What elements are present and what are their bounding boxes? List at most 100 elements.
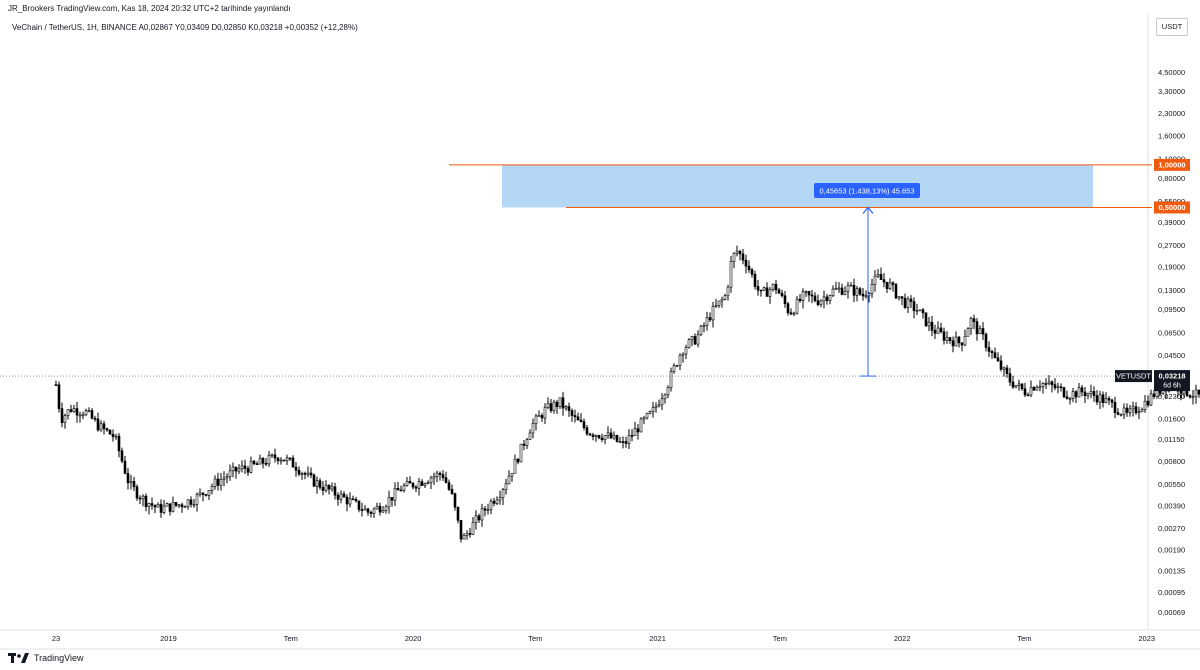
y-tick-label: 0,00095	[1158, 588, 1185, 597]
candle-body	[816, 300, 820, 306]
candle-body	[810, 294, 814, 297]
candle-body	[228, 470, 232, 477]
price-tags-layer: 1,00000 0,50000 0,03218 6d 6h VETUSDT	[1115, 158, 1190, 392]
candle-body	[699, 325, 703, 336]
candle-body	[639, 418, 643, 433]
candle-body	[549, 403, 553, 411]
candle-body	[462, 535, 466, 540]
candle-body	[633, 428, 637, 436]
tradingview-logo[interactable]: TradingView	[8, 653, 84, 663]
candle-body	[1056, 386, 1060, 389]
candle-body	[93, 417, 97, 420]
candle-body	[1071, 391, 1075, 399]
candle-body	[984, 333, 988, 348]
candle-body	[1149, 393, 1153, 406]
candle-body	[354, 499, 358, 502]
candle-body	[762, 287, 766, 291]
candle-body	[705, 317, 709, 326]
level-tag-2	[1154, 201, 1190, 214]
y-tick-label: 4,50000	[1158, 68, 1185, 77]
candle-body	[399, 489, 403, 492]
candle-body	[831, 288, 835, 296]
candle-body	[669, 371, 673, 388]
candle-body	[198, 492, 202, 496]
candle-body	[675, 365, 679, 367]
candle-body	[300, 472, 304, 475]
candle-body	[1062, 387, 1066, 398]
candle-body	[435, 472, 439, 477]
candle-body	[246, 468, 250, 473]
candle-body	[582, 421, 586, 428]
candle-body	[258, 458, 262, 465]
candle-body	[774, 283, 778, 291]
candle-body	[360, 509, 364, 511]
candle-body	[564, 406, 568, 409]
candle-body	[1146, 400, 1150, 406]
candle-body	[747, 265, 751, 270]
y-tick-label: 0,00135	[1158, 567, 1185, 576]
candle-body	[444, 477, 448, 483]
candle-body	[1116, 412, 1120, 415]
candle-body	[852, 284, 856, 296]
candle-body	[693, 336, 697, 345]
candle-body	[477, 515, 481, 521]
candle-body	[1047, 381, 1051, 384]
price-axis: 4,500003,300002,300001,600001,100000,800…	[1158, 68, 1185, 617]
candle-body	[1023, 388, 1027, 396]
candle-body	[441, 474, 445, 478]
candle-body	[519, 443, 523, 463]
candle-body	[171, 502, 175, 512]
candle-body	[279, 459, 283, 462]
candle-body	[1179, 390, 1183, 394]
candle-body	[843, 290, 847, 295]
chart-frame	[0, 14, 1200, 650]
target-zone-rect[interactable]	[502, 164, 1093, 208]
candle-body	[834, 288, 838, 290]
candle-body	[1026, 394, 1030, 397]
symbol-legend[interactable]: VeChain / TetherUS, 1H, BINANCE A0,02867…	[12, 23, 358, 32]
y-tick-label: 0,13000	[1158, 286, 1185, 295]
candle-body	[1083, 391, 1087, 397]
candle-body	[909, 298, 913, 302]
candle-body	[237, 468, 241, 472]
candle-body	[459, 520, 463, 540]
candle-body	[447, 482, 451, 490]
candle-body	[540, 415, 544, 419]
price-unit-label[interactable]: USDT	[1156, 18, 1188, 36]
candle-body	[765, 287, 769, 297]
candle-body	[933, 330, 937, 334]
measure-label: 0,45653 (1.438,13%) 45.653	[819, 187, 914, 196]
candle-body	[135, 486, 139, 499]
candle-body	[876, 274, 880, 277]
candle-body	[234, 466, 238, 472]
y-tick-label: 0,00069	[1158, 608, 1185, 617]
candle-body	[534, 415, 538, 424]
publisher-line: JR_Brookers TradingView.com, Kas 18, 202…	[8, 4, 291, 13]
candle-body	[513, 458, 517, 474]
candle-body	[393, 488, 397, 501]
candle-body	[915, 310, 919, 312]
candle-body	[450, 489, 454, 494]
y-tick-label: 0,39000	[1158, 218, 1185, 227]
candle-body	[417, 481, 421, 489]
candle-body	[630, 435, 634, 437]
candle-body	[153, 504, 157, 508]
candle-body	[996, 357, 1000, 362]
candle-body	[1008, 373, 1012, 383]
candle-body	[1002, 367, 1006, 370]
candle-body	[837, 287, 841, 290]
candle-body	[291, 457, 295, 468]
candle-body	[939, 327, 943, 333]
candle-body	[1068, 398, 1072, 400]
candle-body	[213, 478, 217, 487]
candle-body	[1020, 383, 1024, 390]
candle-body	[567, 406, 571, 411]
y-tick-label: 0,00800	[1158, 457, 1185, 466]
candle-body	[684, 347, 688, 355]
candle-body	[714, 305, 718, 307]
candle-body	[783, 295, 787, 305]
candle-body	[645, 413, 649, 419]
candle-body	[870, 284, 874, 294]
y-tick-label: 2,30000	[1158, 109, 1185, 118]
